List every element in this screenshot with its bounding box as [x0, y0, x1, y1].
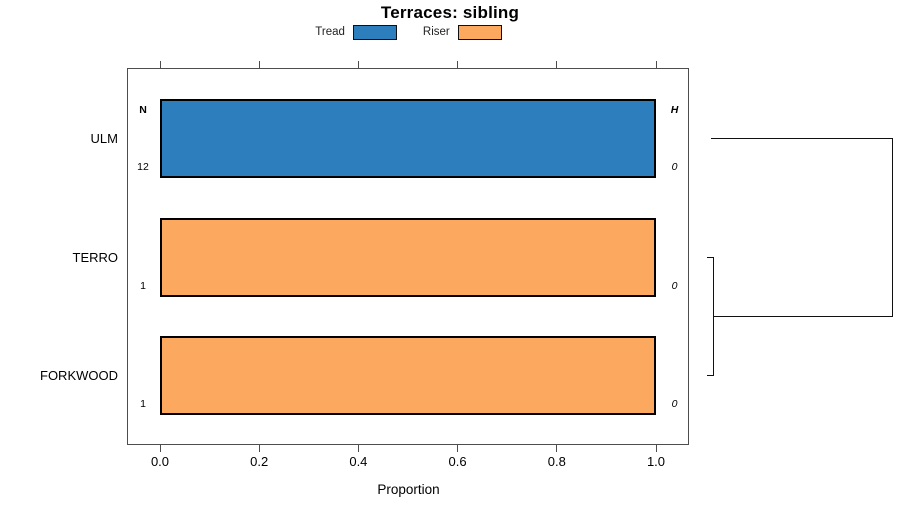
bottom-axis-tick: [357, 445, 359, 452]
legend: Tread Riser: [127, 23, 690, 41]
h-value-ulm: 0: [671, 161, 678, 173]
x-axis-title: Proportion: [377, 482, 440, 497]
h-value-terro: 0: [671, 280, 678, 292]
legend-label: Tread: [315, 26, 345, 38]
x-tick-label: 0.8: [547, 454, 566, 469]
legend-swatch-tread: [352, 24, 397, 40]
dendrogram-ulm-leaf-line: [711, 137, 893, 139]
dendrogram-forkwood-leaf-stub: [707, 374, 714, 376]
dendrogram-root-vertical: [891, 138, 893, 316]
bottom-axis-tick: [258, 445, 260, 452]
legend-swatch-riser: [457, 24, 502, 40]
top-axis-tick: [258, 61, 260, 68]
x-tick-label: 0.2: [250, 454, 269, 469]
top-axis-tick: [357, 61, 359, 68]
legend-item-tread: Tread: [315, 24, 397, 40]
n-value-forkwood: 1: [140, 398, 146, 410]
x-tick-label: 0.0: [150, 454, 170, 469]
top-axis-tick: [556, 61, 558, 68]
bar-ulm: [160, 99, 656, 178]
top-axis-tick: [457, 61, 459, 68]
x-tick-label: 1.0: [646, 454, 666, 469]
n-value-ulm: 12: [137, 161, 149, 173]
bottom-axis-tick: [159, 445, 161, 452]
bar-terro: [160, 218, 656, 297]
n-column-header: N: [139, 104, 147, 116]
dendrogram-cluster-vertical: [712, 257, 714, 375]
bar-forkwood: [160, 336, 656, 415]
n-value-terro: 1: [140, 280, 146, 292]
h-value-forkwood: 0: [671, 398, 678, 410]
h-column-header: H: [670, 104, 679, 116]
bottom-axis-tick: [655, 445, 657, 452]
bottom-axis-tick: [556, 445, 558, 452]
legend-item-riser: Riser: [422, 24, 502, 40]
top-axis-tick: [655, 61, 657, 68]
dendrogram-cluster-line: [713, 315, 893, 317]
x-tick-label: 0.4: [349, 454, 368, 469]
y-axis-label-ulm: ULM: [90, 130, 118, 146]
x-tick-label: 0.6: [448, 454, 467, 469]
y-axis-label-terro: TERRO: [72, 249, 119, 265]
dendrogram-terro-leaf-stub: [707, 256, 714, 258]
y-axis-label-forkwood: FORKWOOD: [40, 367, 118, 383]
chart-title: Terraces: sibling: [380, 3, 520, 22]
top-axis-tick: [159, 61, 161, 68]
bottom-axis-tick: [457, 445, 459, 452]
legend-label: Riser: [422, 26, 450, 38]
